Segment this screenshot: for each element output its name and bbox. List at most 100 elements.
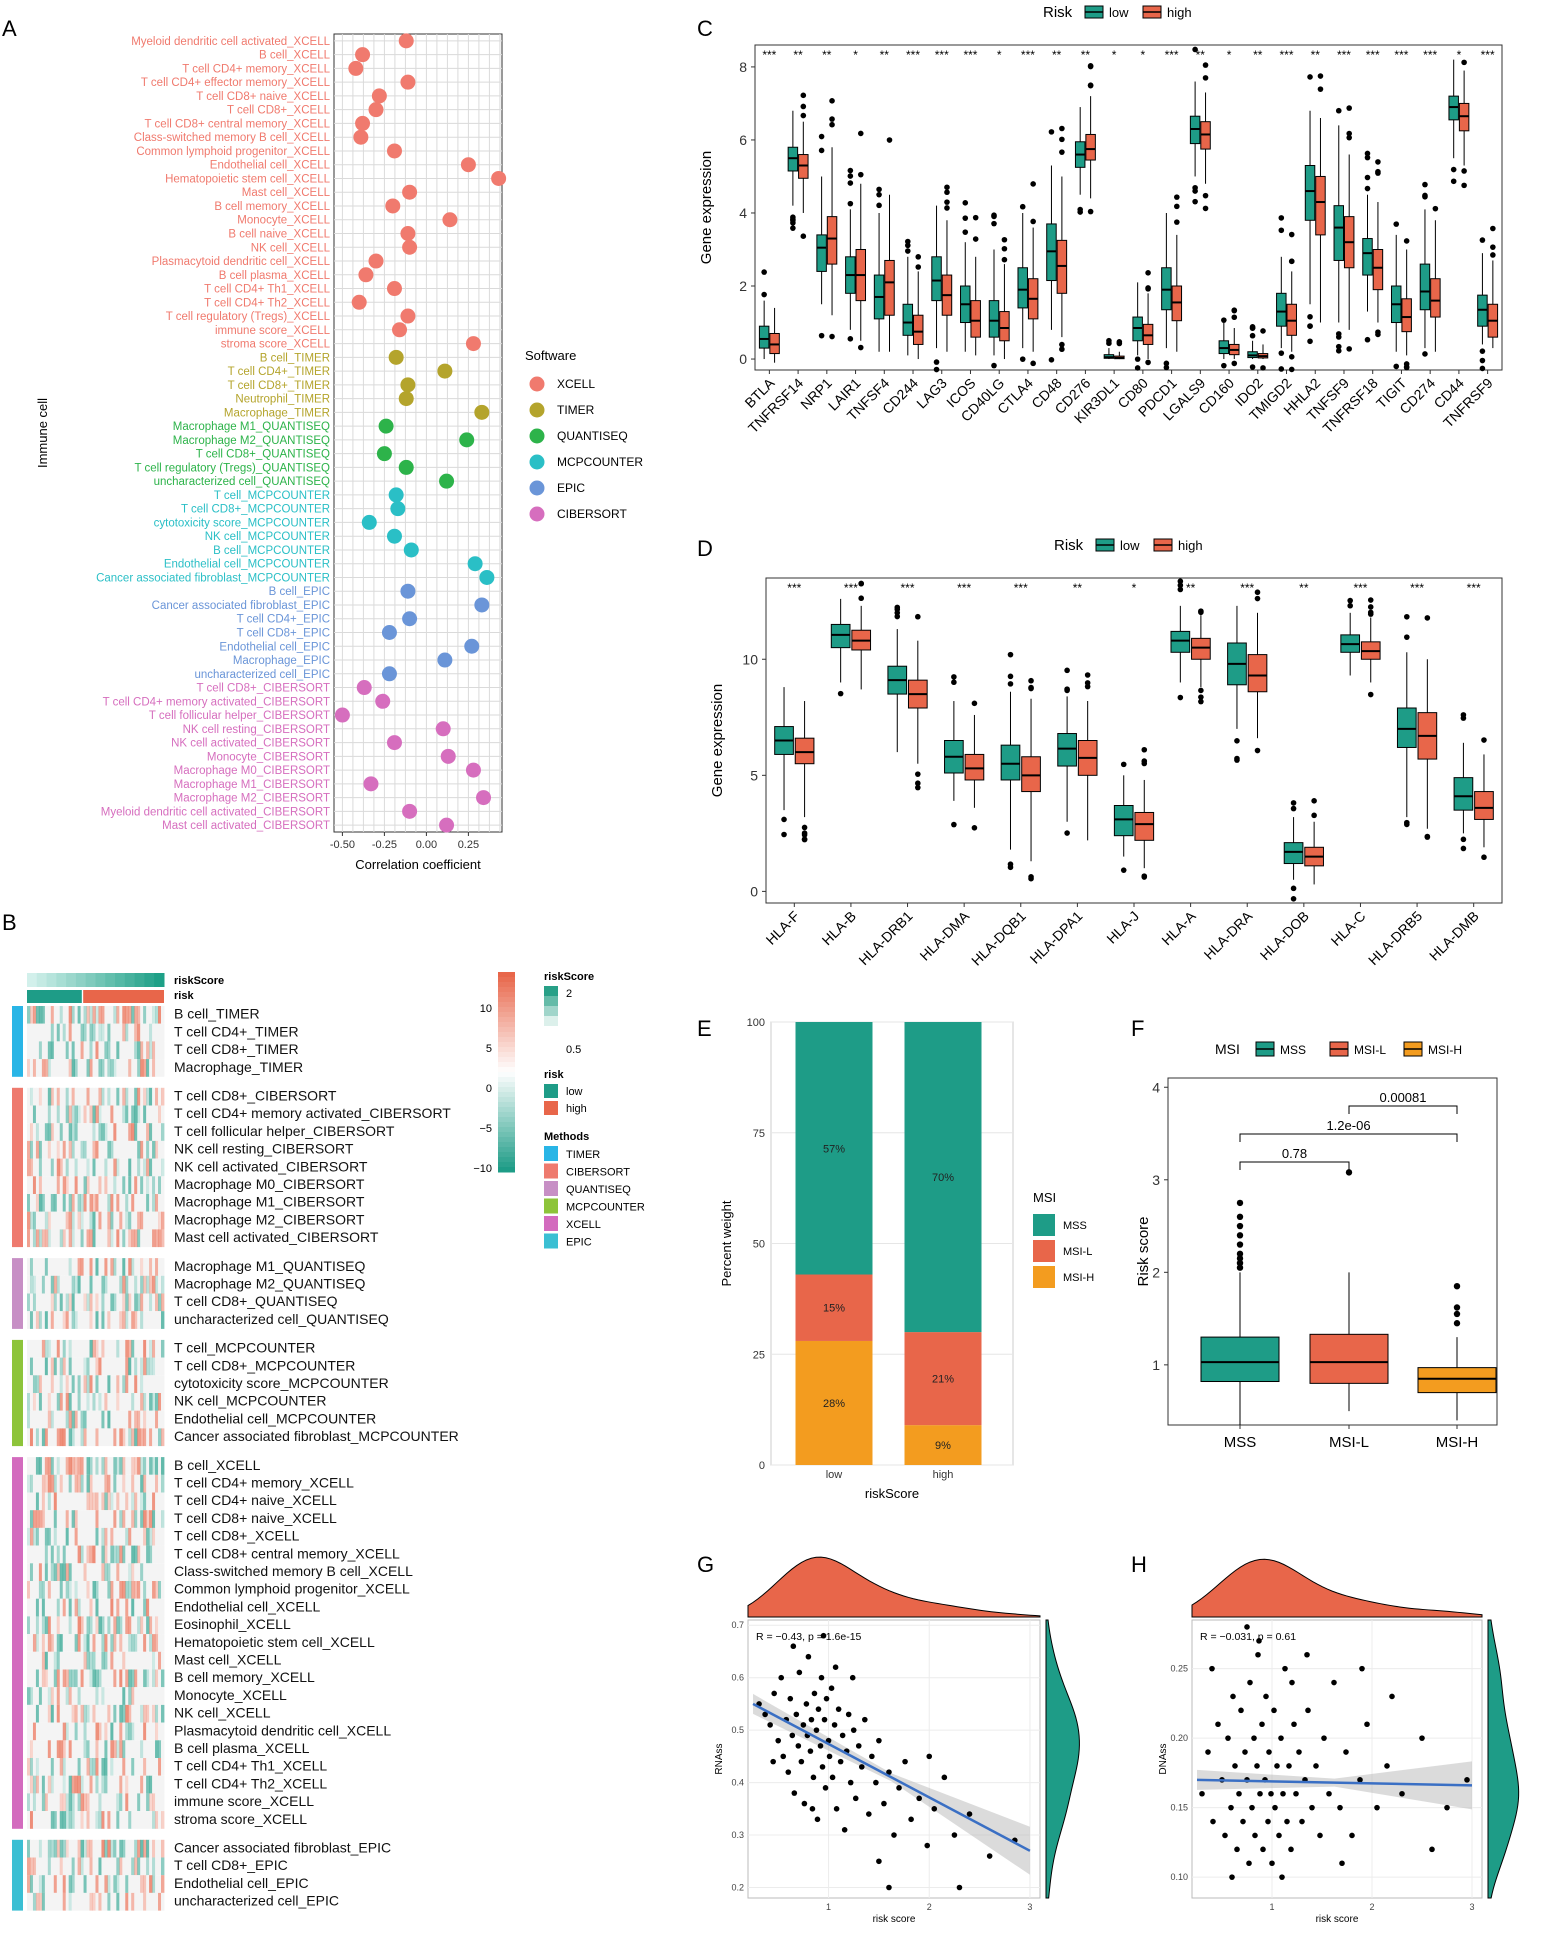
heatmap-row-label: NK cell_MCPCOUNTER: [174, 1393, 326, 1409]
heatmap-cell: [149, 1492, 153, 1511]
heatmap-cell: [92, 1616, 96, 1635]
data-point: [368, 102, 384, 118]
heatmap-cell: [146, 1059, 150, 1077]
heatmap-cell: [35, 1194, 40, 1212]
data-point: [1343, 1749, 1349, 1755]
significance-label: *: [997, 48, 1002, 62]
significance-label: **: [1196, 48, 1206, 62]
legend-title: Methods: [544, 1131, 589, 1143]
heatmap-cell: [125, 1598, 129, 1617]
heatmap-row-label: Plasmacytoid dendritic cell_XCELL: [174, 1722, 391, 1738]
heatmap-cell: [155, 1563, 159, 1581]
data-point: [1269, 1860, 1275, 1867]
y-tick-label: 100: [747, 1017, 765, 1029]
heatmap-cell: [161, 1839, 165, 1858]
significance-label: ***: [1337, 48, 1351, 62]
outlier-point: [1059, 125, 1065, 132]
heatmap-cell: [68, 1687, 73, 1705]
heatmap-cell: [143, 1669, 147, 1688]
row-label: T cell CD8+ central memory_XCELL: [145, 118, 331, 130]
heatmap-cell: [146, 1428, 150, 1447]
heatmap-cell: [161, 1811, 165, 1829]
heatmap-cell: [50, 1687, 55, 1705]
heatmap-cell: [128, 1006, 132, 1024]
heatmap-cell: [35, 1758, 40, 1776]
legend-swatch: [529, 402, 545, 418]
heatmap-cell: [98, 1892, 102, 1911]
heatmap-cell: [98, 1123, 102, 1141]
heatmap-cell: [98, 1158, 102, 1177]
heatmap-cell: [143, 1428, 147, 1447]
heatmap-cell: [110, 1563, 114, 1581]
heatmap-cell: [137, 1758, 141, 1776]
heatmap-cell: [110, 1704, 114, 1723]
heatmap-cell: [131, 1474, 135, 1493]
heatmap-cell: [137, 1393, 141, 1411]
outlier-point: [1249, 364, 1256, 370]
outlier-point: [818, 332, 825, 339]
heatmap-cell: [158, 1722, 162, 1741]
heatmap-cell: [77, 1857, 82, 1876]
colorbar-cell: [498, 1007, 515, 1013]
heatmap-cell: [110, 1410, 114, 1429]
heatmap-cell: [47, 1194, 52, 1212]
heatmap-cell: [86, 1087, 90, 1106]
heatmap-cell: [119, 1616, 123, 1635]
heatmap-cell: [134, 1140, 138, 1159]
x-tick-label: HLA-DOB: [1257, 908, 1312, 963]
heatmap-cell: [27, 1811, 31, 1829]
data-point: [479, 569, 495, 585]
heatmap-cell: [77, 1892, 82, 1911]
data-point: [823, 1695, 830, 1702]
box-low: [1362, 238, 1373, 276]
heatmap-cell: [29, 1006, 34, 1024]
heatmap-cell: [59, 1775, 64, 1794]
heatmap-cell: [74, 1457, 79, 1475]
heatmap-cell: [134, 1275, 138, 1294]
heatmap-cell: [143, 1059, 147, 1077]
heatmap-cell: [86, 1275, 90, 1294]
heatmap-cell: [86, 1775, 90, 1794]
colorbar-cell: [498, 987, 515, 993]
heatmap-cell: [122, 1563, 126, 1581]
x-tick-label: low: [826, 1469, 843, 1481]
outlier-point: [847, 336, 854, 342]
heatmap-cell: [65, 1410, 70, 1429]
heatmap-cell: [146, 1875, 150, 1893]
heatmap-cell: [137, 1510, 141, 1528]
colorbar-cell: [498, 1092, 515, 1098]
heatmap-cell: [122, 1194, 126, 1212]
heatmap-row-label: Endothelial cell_XCELL: [174, 1598, 321, 1614]
colorbar-cell: [498, 977, 515, 983]
heatmap-cell: [122, 1105, 126, 1124]
heatmap-cell: [107, 1598, 111, 1617]
heatmap-cell: [101, 1123, 105, 1141]
risk-legend-label: high: [566, 1103, 587, 1115]
heatmap-cell: [155, 1311, 159, 1329]
outlier-point: [915, 613, 921, 620]
confidence-band: [753, 1693, 1030, 1875]
heatmap-cell: [128, 1545, 132, 1564]
heatmap-cell: [27, 1775, 31, 1794]
heatmap-cell: [116, 1704, 120, 1723]
heatmap-cell: [155, 1492, 159, 1511]
data-point: [376, 446, 392, 462]
heatmap-cell: [65, 1176, 70, 1194]
heatmap-cell: [104, 1651, 108, 1670]
heatmap-cell: [95, 1651, 99, 1670]
heatmap-cell: [125, 1006, 129, 1024]
heatmap-cell: [92, 1857, 96, 1876]
heatmap-cell: [68, 1059, 73, 1077]
heatmap-cell: [146, 1457, 150, 1475]
outlier-point: [1141, 758, 1148, 764]
x-tick-label: HLA-DRA: [1201, 907, 1256, 962]
outlier-point: [1375, 331, 1381, 338]
outlier-point: [1364, 150, 1371, 157]
heatmap-cell: [119, 1793, 123, 1812]
heatmap-cell: [110, 1194, 114, 1212]
heatmap-cell: [137, 1311, 141, 1329]
heatmap-cell: [89, 1581, 93, 1599]
heatmap-cell: [125, 1669, 129, 1688]
heatmap-cell: [44, 1687, 49, 1705]
outlier-point: [761, 291, 767, 298]
